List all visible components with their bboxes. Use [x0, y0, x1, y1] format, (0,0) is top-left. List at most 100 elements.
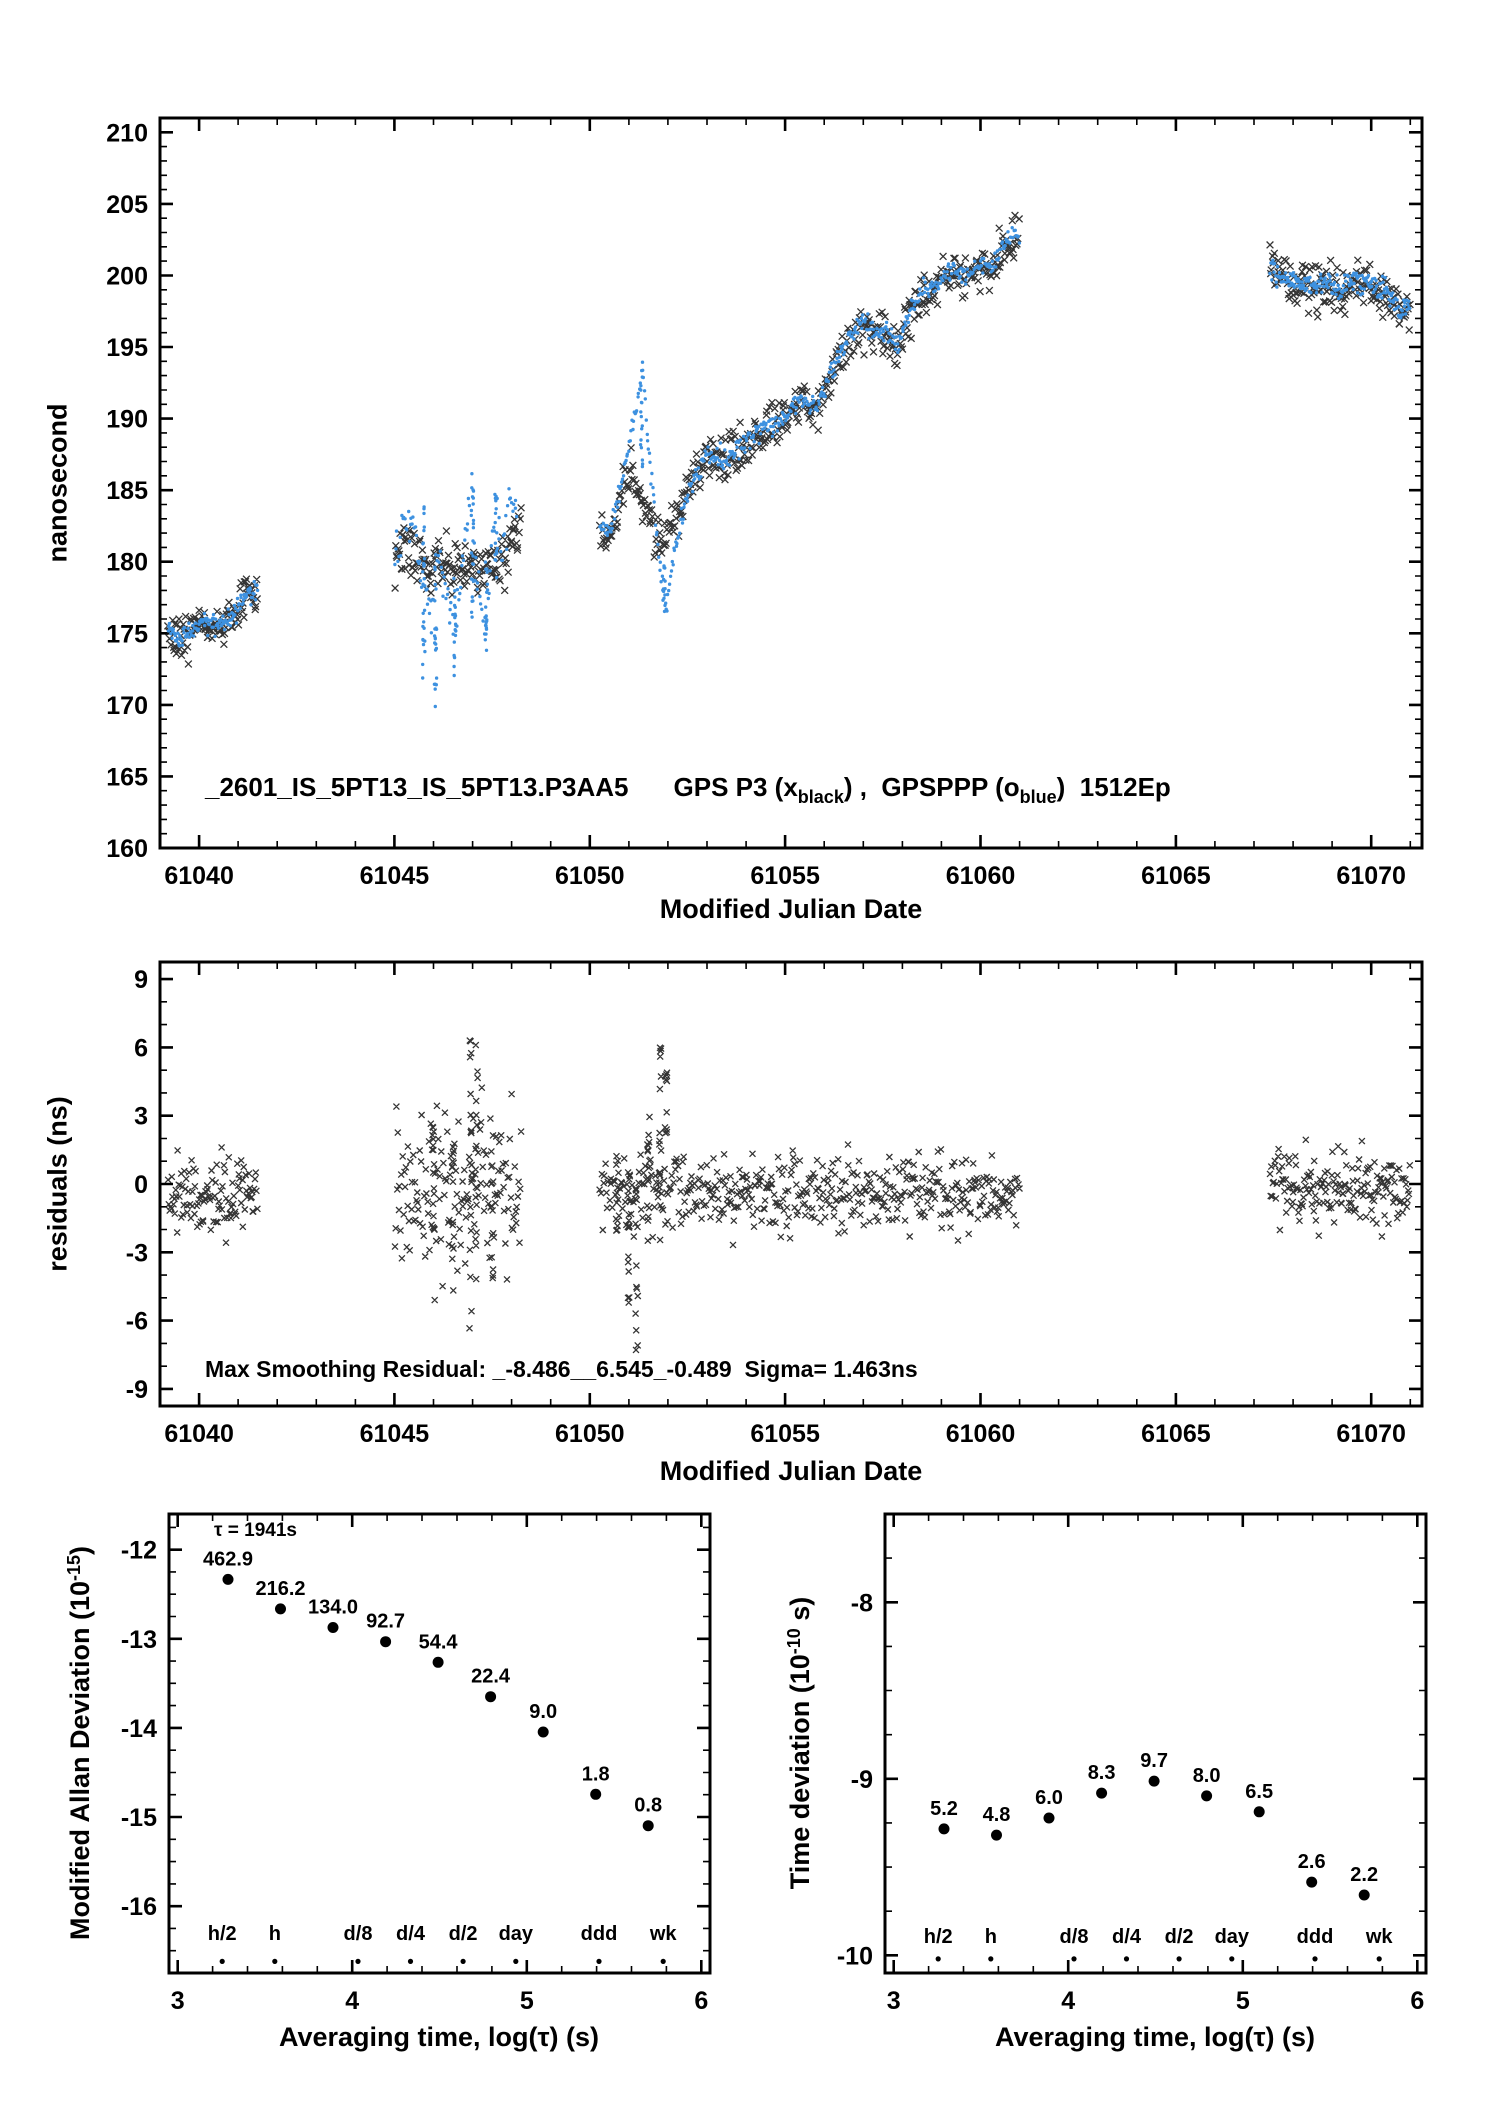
y-tick-label: 9 — [134, 966, 148, 994]
deviation-points: 5.2 4.8 6.0 8.3 9.7 8.0 6.5 2.6 2.2 — [930, 1750, 1378, 1901]
y-tick-label: -8 — [851, 1589, 873, 1617]
tau-tick-label: day — [1215, 1926, 1250, 1948]
tau-tick-marker — [1176, 1956, 1182, 1962]
y-tick-label: -14 — [121, 1715, 157, 1743]
deviation-point — [1358, 1889, 1370, 1901]
tau-tick-marker — [407, 1958, 414, 1964]
x-tick-label: 61045 — [360, 862, 430, 890]
deviation-point — [380, 1636, 392, 1648]
x-tick-label: 61065 — [1141, 1420, 1211, 1448]
tau-tick-label: wk — [1365, 1926, 1394, 1948]
chart-phase: 61040 61045 61050 61055 61060 61065 61070 160 16… — [106, 116, 1424, 890]
deviation-value-label: 1.8 — [582, 1763, 610, 1785]
phase-yaxis-title: nanosecond — [42, 403, 73, 563]
deviation-point — [1043, 1812, 1055, 1824]
x-tick-label: 61055 — [750, 1420, 820, 1448]
tau-tick-label: d/8 — [344, 1923, 373, 1945]
deviation-point — [222, 1573, 234, 1585]
x-tick-label: 5 — [520, 1987, 534, 2015]
x-tick-label: 61070 — [1336, 1420, 1406, 1448]
deviation-point — [275, 1603, 286, 1615]
y-tick-label: 190 — [106, 406, 148, 434]
deviation-value-label: 2.2 — [1350, 1864, 1378, 1886]
tau-tick-marker — [1229, 1956, 1235, 1962]
tau-tick-marker — [1071, 1956, 1077, 1962]
tau-tick-marker — [272, 1958, 278, 1964]
y-tick-label: -6 — [126, 1308, 148, 1336]
deviation-point — [432, 1656, 444, 1668]
x-tick-label: 61040 — [164, 1420, 234, 1448]
deviation-point — [642, 1820, 654, 1832]
deviation-value-label: 6.5 — [1245, 1781, 1273, 1803]
y-tick-label: -16 — [121, 1893, 157, 1921]
y-tick-label: 205 — [106, 191, 148, 219]
tau-tick-marker — [935, 1956, 941, 1962]
legend-blue-sub: blue — [1019, 787, 1057, 807]
y-tick-label: 6 — [134, 1034, 148, 1062]
tau-tick-label: d/4 — [396, 1923, 426, 1945]
y-tick-label: -9 — [126, 1376, 148, 1404]
tau-tick-marker — [596, 1958, 602, 1964]
tau-tick-marker — [988, 1956, 994, 1962]
tau-tick-label: h — [985, 1926, 997, 1948]
y-tick-label: -12 — [121, 1537, 157, 1565]
mdev-ylabel-end: ) — [65, 1545, 95, 1555]
deviation-value-label: 6.0 — [1035, 1787, 1063, 1809]
plot-frame — [167, 1512, 712, 1975]
tau-tick-label: d/2 — [1165, 1926, 1194, 1948]
y-tick-label: 180 — [106, 549, 148, 577]
deviation-value-label: 2.6 — [1298, 1851, 1326, 1873]
series-gps-p3 — [163, 211, 1414, 668]
residuals-annotation: Max Smoothing Residual: _-8.486__6.545_-… — [205, 1356, 918, 1382]
y-tick-label: 0 — [134, 1171, 148, 1199]
y-tick-label: 165 — [106, 763, 148, 791]
tau-tick-label: day — [499, 1923, 534, 1945]
tau-tick-marker — [460, 1958, 466, 1964]
tau-tick-marker — [1312, 1956, 1318, 1962]
y-tick-label: 175 — [106, 620, 148, 648]
tau-tick-marker — [1123, 1956, 1130, 1962]
x-tick-label: 61055 — [750, 862, 820, 890]
chart-tdev: 3 4 5 6 -8 -9 -10 5.2 4.8 6.0 8.3 9.7 8.0 6.5 2.6 2.2 h/… — [837, 1512, 1428, 2015]
x-tick-label: 61040 — [164, 862, 234, 890]
tdev-yaxis-title: Time deviation (10-10 s) — [784, 1597, 816, 1890]
deviation-value-label: 216.2 — [255, 1578, 305, 1600]
mdev-ylabel-main: Modified Allan Deviation (10 — [65, 1580, 95, 1941]
x-tick-label: 61060 — [946, 1420, 1016, 1448]
deviation-value-label: 9.7 — [1140, 1750, 1168, 1772]
tdev-xaxis-title: Averaging time, log(τ) (s) — [994, 2022, 1316, 2052]
x-tick-label: 61070 — [1336, 862, 1406, 890]
tau-tick-label: h/2 — [208, 1923, 237, 1945]
y-tick-label: -10 — [837, 1942, 873, 1970]
x-tick-label: 61065 — [1141, 862, 1211, 890]
chart-residuals: 61040 61045 61050 61055 61060 61065 61070 -9 -6 -… — [126, 960, 1424, 1448]
legend-black-sub: black — [797, 787, 844, 807]
tau-tick-label: h — [269, 1923, 281, 1945]
tau-tick-marker — [660, 1958, 666, 1964]
x-tick-label: 6 — [1410, 1987, 1424, 2015]
mdev-yaxis-title: Modified Allan Deviation (10-15) — [64, 1546, 96, 1940]
axis-ticks: 3 4 5 6 -12 -13 -14 -15 -16 — [121, 1514, 710, 2015]
tau-tick-label: wk — [649, 1923, 678, 1945]
deviation-value-label: 8.3 — [1088, 1762, 1116, 1784]
y-tick-label: 3 — [134, 1103, 148, 1131]
x-tick-label: 4 — [1061, 1987, 1075, 2015]
deviation-value-label: 5.2 — [930, 1798, 958, 1820]
tau-tick-label: d/8 — [1060, 1926, 1089, 1948]
tau-tick-label: ddd — [581, 1923, 618, 1945]
x-tick-label: 61050 — [555, 1420, 625, 1448]
residuals-yaxis-title: residuals (ns) — [42, 1096, 73, 1272]
deviation-point — [1253, 1806, 1265, 1818]
phase-annotation: _2601_IS_5PT13_IS_5PT13.P3AA5 GPS P3 (xbl… — [205, 772, 1171, 808]
tau-tick-marker — [513, 1958, 519, 1964]
deviation-point — [938, 1823, 950, 1835]
plot-frame — [158, 960, 1424, 1408]
tau-tick-marker — [1376, 1956, 1382, 1962]
deviation-value-label: 462.9 — [203, 1548, 253, 1570]
legend-black-label: GPS P3 (x — [673, 772, 798, 802]
deviation-value-label: 9.0 — [529, 1701, 557, 1723]
deviation-point — [1306, 1876, 1318, 1888]
y-tick-label: -13 — [121, 1626, 157, 1654]
series-residuals — [164, 1037, 1414, 1354]
y-tick-label: -9 — [851, 1766, 873, 1794]
